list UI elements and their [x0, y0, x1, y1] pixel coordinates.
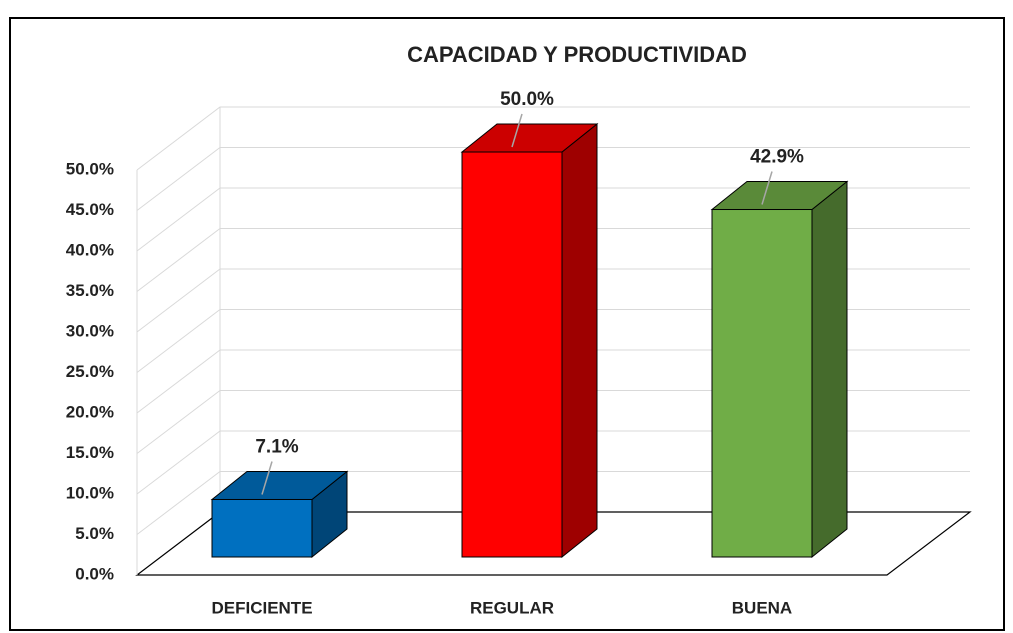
y-tick-label: 45.0% [66, 200, 114, 219]
bar [211, 498, 313, 558]
y-tick-label: 40.0% [66, 240, 114, 259]
data-label: 50.0% [500, 89, 554, 110]
y-tick-label: 35.0% [66, 281, 114, 300]
bar-side [561, 122, 598, 559]
y-tick-label: 15.0% [66, 443, 114, 462]
x-tick-label: REGULAR [470, 598, 554, 617]
data-label: 7.1% [255, 437, 298, 458]
bar [711, 209, 813, 558]
leader-line [261, 461, 273, 495]
bar [461, 151, 563, 558]
grid-line [136, 147, 970, 211]
leader-line [511, 113, 523, 148]
data-label: 42.9% [750, 147, 804, 168]
x-tick-label: DEFICIENTE [211, 598, 312, 617]
y-tick-label: 5.0% [75, 524, 114, 543]
y-tick-label: 30.0% [66, 321, 114, 340]
y-tick-label: 50.0% [66, 159, 114, 178]
chart-title: CAPACIDAD Y PRODUCTIVIDAD [407, 42, 747, 67]
x-tick-label: BUENA [732, 598, 792, 617]
y-tick-label: 25.0% [66, 362, 114, 381]
y-tick-label: 10.0% [66, 483, 114, 502]
grid-line [136, 187, 970, 252]
grid-line [136, 106, 970, 171]
y-tick-label: 20.0% [66, 402, 114, 421]
y-tick-label: 0.0% [75, 564, 114, 583]
leader-line [761, 171, 773, 205]
floor [135, 511, 972, 576]
bar-side [811, 180, 848, 559]
